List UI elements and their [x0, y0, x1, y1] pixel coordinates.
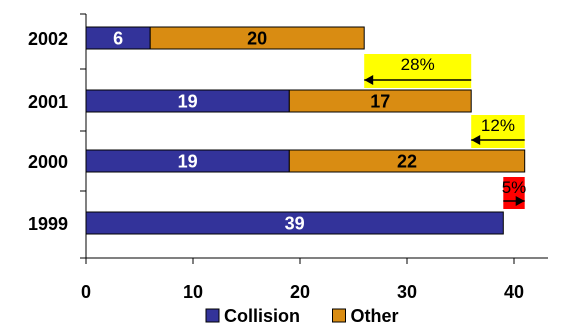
x-tick-label: 10 [183, 282, 203, 302]
chart-bars: 6 20 19 17 19 22 39 [85, 26, 526, 235]
bar-other [149, 26, 365, 50]
annotation-label: 12% [481, 116, 515, 135]
x-tick-label: 0 [81, 282, 91, 302]
chart-axes: 0 10 20 30 40 2002 2001 2000 1999 [28, 13, 548, 302]
annotation-label: 5% [502, 178, 527, 197]
annotation-arrowhead [471, 135, 481, 145]
bar-collision [85, 211, 504, 235]
data-label: 17 [370, 92, 390, 112]
chart-legend: Collision Other [205, 306, 399, 326]
annotation-arrowhead [515, 196, 525, 206]
bar-other [288, 89, 472, 113]
data-label: 6 [113, 29, 123, 49]
data-label: 19 [178, 92, 198, 112]
data-label: 19 [178, 152, 198, 172]
data-label: 39 [285, 214, 305, 234]
legend-label: Other [351, 306, 399, 326]
category-label: 2001 [28, 92, 68, 112]
chart-annotations: 28% 12% 5% [364, 54, 526, 209]
category-label: 2000 [28, 152, 68, 172]
category-label: 1999 [28, 214, 68, 234]
legend-swatch-other [332, 308, 346, 323]
data-label: 22 [397, 152, 417, 172]
x-tick-label: 30 [397, 282, 417, 302]
legend-label: Collision [224, 306, 300, 326]
category-label: 2002 [28, 29, 68, 49]
annotation-box [364, 54, 472, 88]
data-label: 20 [247, 29, 267, 49]
annotation-label: 28% [401, 55, 435, 74]
annotation-arrowhead [364, 75, 374, 85]
bar-other [288, 149, 526, 173]
legend-swatch-collision [205, 308, 220, 323]
x-tick-label: 40 [504, 282, 524, 302]
x-tick-label: 20 [290, 282, 310, 302]
